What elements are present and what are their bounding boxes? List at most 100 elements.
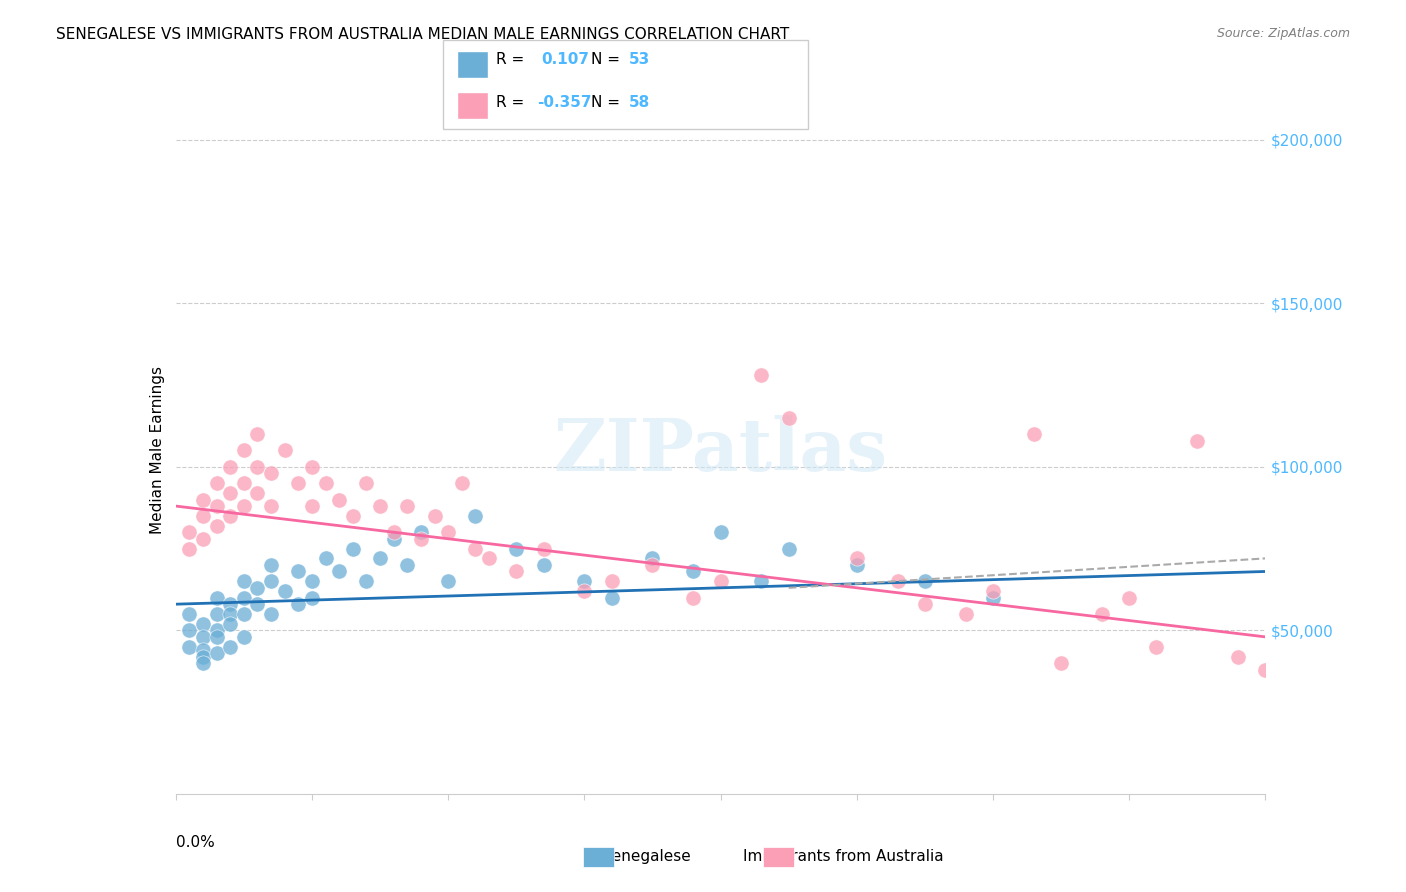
Text: R =: R = (496, 95, 530, 110)
Point (914, 574, 936, 589)
Point (328, 492, 350, 507)
Point (1022, 427, 1045, 442)
Point (641, 551, 664, 566)
Point (232, 574, 254, 589)
Point (246, 486, 269, 500)
Point (219, 607, 242, 621)
Point (981, 584, 1004, 599)
Point (219, 486, 242, 500)
Point (179, 607, 201, 621)
Point (301, 499, 323, 513)
Point (533, 541, 555, 556)
Point (232, 476, 254, 491)
Point (437, 574, 460, 589)
Text: 53: 53 (628, 53, 650, 67)
Point (179, 640, 201, 654)
Y-axis label: Median Male Earnings: Median Male Earnings (149, 367, 165, 534)
Point (301, 574, 323, 589)
Point (315, 476, 337, 491)
Text: -0.357: -0.357 (537, 95, 592, 110)
Point (191, 643, 214, 657)
Point (246, 427, 269, 442)
Point (260, 499, 283, 513)
Point (342, 541, 364, 556)
Point (464, 508, 486, 523)
Point (409, 525, 432, 540)
Point (368, 499, 391, 513)
Point (246, 581, 269, 595)
Point (368, 551, 391, 566)
Point (219, 459, 242, 474)
Point (981, 591, 1004, 605)
Point (914, 597, 936, 611)
Point (778, 541, 800, 556)
Point (356, 574, 378, 589)
Point (191, 630, 214, 644)
Text: Source: ZipAtlas.com: Source: ZipAtlas.com (1216, 27, 1350, 40)
Point (246, 597, 269, 611)
Point (205, 591, 228, 605)
Point (246, 459, 269, 474)
Point (274, 443, 297, 458)
Point (533, 558, 555, 572)
Point (574, 584, 596, 599)
Point (191, 656, 214, 670)
Point (574, 574, 596, 589)
Point (205, 499, 228, 513)
Point (205, 607, 228, 621)
Point (396, 499, 419, 513)
Point (191, 492, 214, 507)
Point (382, 532, 405, 546)
Text: 0.0%: 0.0% (176, 835, 215, 850)
Point (301, 591, 323, 605)
Point (396, 558, 419, 572)
Point (219, 597, 242, 611)
Point (191, 616, 214, 631)
Text: N =: N = (591, 53, 624, 67)
Text: 58: 58 (628, 95, 650, 110)
Point (600, 574, 623, 589)
Point (1254, 663, 1277, 677)
Point (205, 518, 228, 533)
Point (287, 597, 309, 611)
Point (260, 558, 283, 572)
Point (260, 607, 283, 621)
Point (219, 616, 242, 631)
Text: ZIPatlas: ZIPatlas (554, 415, 887, 486)
Point (274, 584, 297, 599)
Point (301, 459, 323, 474)
Point (191, 508, 214, 523)
Point (287, 565, 309, 579)
Point (260, 574, 283, 589)
Point (1091, 607, 1114, 621)
Text: N =: N = (591, 95, 624, 110)
Point (219, 640, 242, 654)
Point (886, 574, 908, 589)
Point (600, 591, 623, 605)
Point (423, 508, 446, 523)
Point (778, 410, 800, 425)
Point (505, 541, 527, 556)
Point (450, 476, 472, 491)
Text: R =: R = (496, 53, 530, 67)
Point (409, 532, 432, 546)
Point (955, 607, 977, 621)
Point (179, 624, 201, 638)
Point (232, 607, 254, 621)
Point (191, 532, 214, 546)
Point (682, 565, 704, 579)
Text: 0.107: 0.107 (541, 53, 589, 67)
Point (682, 591, 704, 605)
Point (342, 508, 364, 523)
Point (710, 574, 733, 589)
Point (641, 558, 664, 572)
Point (478, 551, 501, 566)
Point (751, 368, 773, 383)
Point (1050, 656, 1073, 670)
Point (205, 646, 228, 660)
Text: Immigrants from Australia: Immigrants from Australia (744, 849, 943, 863)
Point (505, 565, 527, 579)
Text: Senegalese: Senegalese (602, 849, 692, 863)
Point (845, 558, 868, 572)
Text: SENEGALESE VS IMMIGRANTS FROM AUSTRALIA MEDIAN MALE EARNINGS CORRELATION CHART: SENEGALESE VS IMMIGRANTS FROM AUSTRALIA … (56, 27, 790, 42)
